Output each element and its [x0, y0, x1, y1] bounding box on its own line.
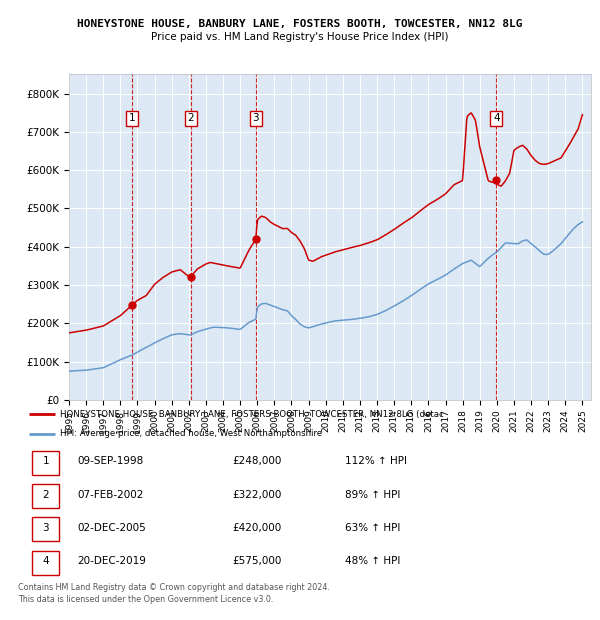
- Text: 09-SEP-1998: 09-SEP-1998: [77, 456, 143, 466]
- FancyBboxPatch shape: [32, 517, 59, 541]
- FancyBboxPatch shape: [32, 451, 59, 474]
- Text: £322,000: £322,000: [232, 490, 281, 500]
- Text: 63% ↑ HPI: 63% ↑ HPI: [345, 523, 400, 533]
- Text: 1: 1: [43, 456, 49, 466]
- FancyBboxPatch shape: [32, 484, 59, 508]
- Text: 07-FEB-2002: 07-FEB-2002: [77, 490, 143, 500]
- Text: 20-DEC-2019: 20-DEC-2019: [77, 556, 146, 566]
- Text: 2: 2: [43, 490, 49, 500]
- Text: £575,000: £575,000: [232, 556, 281, 566]
- Text: Price paid vs. HM Land Registry's House Price Index (HPI): Price paid vs. HM Land Registry's House …: [151, 32, 449, 42]
- Text: 3: 3: [43, 523, 49, 533]
- Text: 3: 3: [253, 113, 259, 123]
- Text: 2: 2: [187, 113, 194, 123]
- Text: 89% ↑ HPI: 89% ↑ HPI: [345, 490, 400, 500]
- Text: HONEYSTONE HOUSE, BANBURY LANE, FOSTERS BOOTH, TOWCESTER, NN12 8LG (detac: HONEYSTONE HOUSE, BANBURY LANE, FOSTERS …: [60, 410, 444, 419]
- Text: 4: 4: [493, 113, 500, 123]
- Text: 112% ↑ HPI: 112% ↑ HPI: [345, 456, 407, 466]
- Text: 4: 4: [43, 556, 49, 566]
- Text: £420,000: £420,000: [232, 523, 281, 533]
- Text: 48% ↑ HPI: 48% ↑ HPI: [345, 556, 400, 566]
- FancyBboxPatch shape: [32, 551, 59, 575]
- Text: £248,000: £248,000: [232, 456, 281, 466]
- Text: 1: 1: [129, 113, 136, 123]
- Text: HPI: Average price, detached house, West Northamptonshire: HPI: Average price, detached house, West…: [60, 429, 322, 438]
- Text: 02-DEC-2005: 02-DEC-2005: [77, 523, 146, 533]
- Text: Contains HM Land Registry data © Crown copyright and database right 2024.
This d: Contains HM Land Registry data © Crown c…: [18, 583, 330, 604]
- Text: HONEYSTONE HOUSE, BANBURY LANE, FOSTERS BOOTH, TOWCESTER, NN12 8LG: HONEYSTONE HOUSE, BANBURY LANE, FOSTERS …: [77, 19, 523, 29]
